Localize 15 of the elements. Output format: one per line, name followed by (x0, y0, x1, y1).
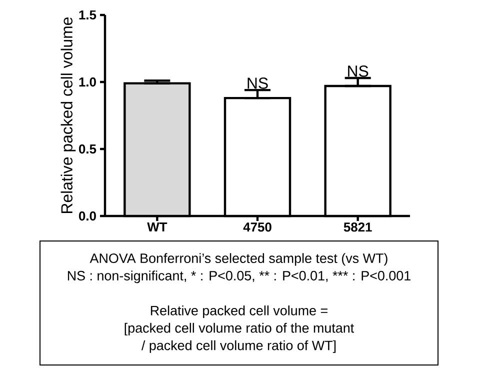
y-tick-label: 1.0 (79, 77, 96, 87)
annotation: NS (348, 65, 368, 77)
annotation: NS (248, 78, 268, 89)
text: ANOVA Bonferroni’s selected sample test (vs WT) (90, 253, 388, 266)
y-axis-title: Relative packed cell volume (60, 17, 76, 213)
text: [packed cell volume ratio of the mutant (124, 322, 354, 336)
y-tick-label: 1.5 (79, 10, 96, 20)
x-tick-label: 4750 (243, 222, 272, 232)
text: / packed cell volume ratio of WT] (141, 340, 336, 353)
x-tick-label: 5821 (344, 222, 372, 232)
text: Relative packed cell volume = (150, 305, 328, 318)
y-tick-label: 0.0 (78, 211, 96, 221)
y-tick-label: 0.5 (78, 144, 96, 154)
x-tick-label: WT (147, 222, 168, 232)
text: NS : non-significant, * : P<0.05, ** : P<0.01, *** : P<0.001 (68, 270, 410, 284)
